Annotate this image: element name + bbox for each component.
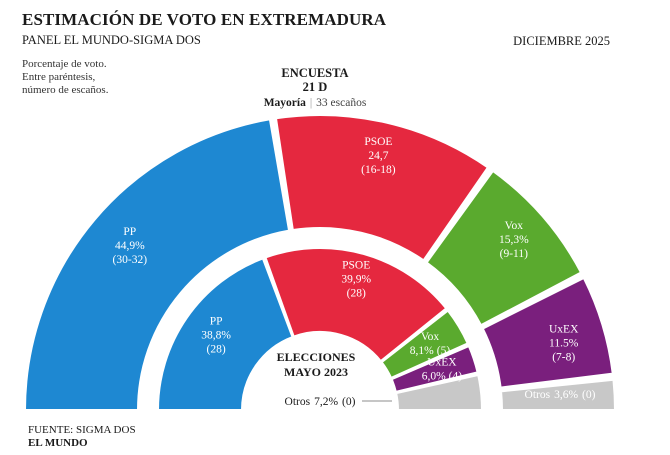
survey-title: ENCUESTA 21 D — [230, 66, 400, 94]
slice-value-seats: 8,1% (5) — [410, 345, 451, 357]
slice-seats: (16-18) — [361, 164, 396, 176]
note-line: Entre paréntesis, — [22, 71, 96, 83]
slice-psoe-survey — [274, 114, 490, 262]
slice-seats: (9-11) — [500, 248, 528, 260]
slice-name: UxEX — [549, 324, 579, 336]
slice-value: 44,9% — [115, 240, 145, 252]
majority-value: 33 escaños — [316, 97, 367, 109]
slice-pp-survey — [23, 118, 291, 411]
slice-otros-survey — [499, 378, 617, 411]
slice-labels: PP 44,9% (30-32) PSOE 24,7 (16-18) Vox 15,3% (9-… — [113, 136, 596, 408]
slice-otros-2023 — [394, 373, 484, 411]
slice-seats: (7-8) — [552, 352, 575, 364]
slice-seats: (4) — [449, 371, 463, 383]
slice-name: Vox — [421, 331, 440, 343]
slice-name: PSOE — [364, 136, 392, 148]
slice-seats: (5) — [437, 345, 451, 357]
inner-title-line2: MAYO 2023 — [284, 365, 348, 379]
majority-label: Mayoría — [263, 97, 306, 109]
slice-seats: (0) — [582, 389, 596, 401]
slice-name: PP — [210, 316, 223, 328]
slice-value-seats: 6,0% (4) — [422, 371, 463, 383]
slice-vox-2023 — [380, 309, 470, 380]
publication-date: DICIEMBRE 2025 — [513, 34, 610, 48]
label-otros-2023: Otros 7,2% (0) — [285, 396, 356, 408]
majority-line: Mayoría | 33 escaños — [200, 97, 430, 109]
slice-seats: (28) — [347, 288, 366, 300]
inner-ring-2023 — [156, 247, 484, 411]
slice-psoe-2023 — [264, 247, 448, 363]
label-otros-survey: Otros 3,6% (0) — [525, 389, 596, 401]
note-line: Porcentaje de voto. — [22, 58, 107, 70]
majority-separator: | — [309, 97, 313, 109]
slice-name: Otros — [525, 389, 551, 401]
source-footer: FUENTE: SIGMA DOS EL MUNDO — [28, 424, 136, 450]
slice-value: 6,0% — [422, 371, 446, 383]
chart-subtitle: PANEL EL MUNDO-SIGMA DOS — [22, 33, 201, 47]
slice-value: 38,8% — [201, 330, 231, 342]
source-text: FUENTE: SIGMA DOS — [28, 424, 136, 436]
inner-title-line1: ELECCIONES — [277, 350, 356, 364]
survey-title-line1: ENCUESTA — [281, 66, 349, 80]
outer-ring-survey — [23, 114, 617, 411]
slice-uxex-2023 — [390, 344, 479, 394]
slice-uxex-survey — [481, 276, 614, 389]
slice-seats: (28) — [207, 344, 226, 356]
slice-value: 24,7 — [368, 150, 388, 162]
slice-name: PP — [123, 226, 136, 238]
slice-vox-survey — [425, 169, 583, 327]
survey-title-line2: 21 D — [302, 80, 328, 94]
slice-pp-2023 — [156, 257, 294, 411]
slice-value: 39,9% — [341, 274, 371, 286]
slice-seats: (30-32) — [113, 254, 148, 266]
slice-name: UxEX — [427, 357, 457, 369]
slice-name: PSOE — [342, 260, 370, 272]
slice-value: 3,6% — [554, 389, 578, 401]
slice-name: Vox — [505, 220, 524, 232]
chart-note: Porcentaje de voto. Entre paréntesis, nú… — [22, 58, 182, 97]
slice-value: 7,2% — [314, 396, 338, 408]
chart-title: ESTIMACIÓN DE VOTO EN EXTREMADURA — [22, 10, 387, 29]
brand-text: EL MUNDO — [28, 437, 88, 449]
slice-value: 11.5% — [549, 338, 579, 350]
slice-seats: (0) — [342, 396, 356, 408]
slice-name: Otros — [285, 396, 311, 408]
note-line: número de escaños. — [22, 84, 109, 96]
slice-value: 8,1% — [410, 345, 434, 357]
slice-value: 15,3% — [499, 234, 529, 246]
